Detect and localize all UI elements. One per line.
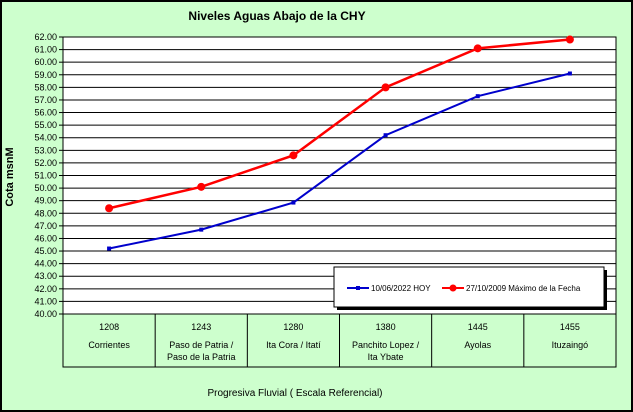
y-tick-label: 57.00: [34, 95, 57, 105]
y-tick-label: 55.00: [34, 120, 57, 130]
x-tick-code: 1208: [99, 322, 119, 332]
legend-shadow-bottom: [337, 307, 607, 310]
y-tick-label: 43.00: [34, 271, 57, 281]
data-series: [105, 35, 574, 251]
data-point: [107, 246, 112, 251]
y-tick-label: 40.00: [34, 309, 57, 319]
data-point: [105, 204, 114, 213]
x-tick-name: Ituzaingó: [552, 340, 589, 350]
y-tick-label: 52.00: [34, 158, 57, 168]
legend-marker: [449, 284, 457, 292]
y-tick-label: 42.00: [34, 284, 57, 294]
data-point: [197, 182, 206, 191]
x-tick-name: Ayolas: [464, 340, 491, 350]
x-axis-categories: 1208 Corrientes 1243 Paso de Patria / Paso d…: [88, 314, 588, 367]
x-tick-name: Panchito Lopez /: [352, 340, 420, 350]
y-tick-label: 49.00: [34, 196, 57, 206]
data-point: [289, 151, 298, 160]
data-point: [381, 83, 390, 92]
x-tick-name: Corrientes: [88, 340, 130, 350]
x-tick-code: 1280: [283, 322, 303, 332]
y-tick-label: 53.00: [34, 145, 57, 155]
legend: 10/06/2022 HOY 27/10/2009 Máximo de la Fe…: [333, 266, 607, 310]
y-tick-label: 50.00: [34, 183, 57, 193]
data-point: [473, 44, 482, 53]
y-tick-label: 59.00: [34, 70, 57, 80]
x-tick-code: 1445: [468, 322, 488, 332]
y-tick-label: 61.00: [34, 45, 57, 55]
gridlines: [63, 49, 616, 302]
legend-marker: [356, 286, 360, 290]
x-tick-name: Paso de la Patria: [167, 352, 236, 362]
y-tick-label: 58.00: [34, 82, 57, 92]
data-point: [565, 35, 574, 44]
series-line: [108, 38, 571, 210]
y-tick-label: 54.00: [34, 133, 57, 143]
data-point: [383, 133, 388, 138]
y-axis-ticks: 40.00 41.00 42.00 43.00 44.00 45.00 46.00 47.00…: [34, 32, 63, 319]
data-point: [199, 227, 204, 232]
x-tick-name: Ita Ybate: [368, 352, 404, 362]
x-tick-name: Paso de Patria /: [169, 340, 234, 350]
y-axis-label: Cota msnM: [4, 147, 16, 206]
series-line: [108, 72, 571, 250]
x-tick-code: 1380: [376, 322, 396, 332]
legend-label: 27/10/2009 Máximo de la Fecha: [466, 284, 581, 293]
legend-shadow: [604, 270, 607, 310]
y-tick-label: 48.00: [34, 208, 57, 218]
x-tick-code: 1243: [191, 322, 211, 332]
x-tick-code: 1455: [560, 322, 580, 332]
y-tick-label: 51.00: [34, 171, 57, 181]
y-tick-label: 60.00: [34, 57, 57, 67]
y-tick-label: 41.00: [34, 296, 57, 306]
y-tick-label: 44.00: [34, 259, 57, 269]
x-axis-label: Progresiva Fluvial ( Escala Referencial): [207, 388, 382, 399]
y-tick-label: 46.00: [34, 233, 57, 243]
data-point: [291, 200, 296, 205]
chart-title: Niveles Aguas Abajo de la CHY: [188, 9, 365, 23]
y-tick-label: 45.00: [34, 246, 57, 256]
legend-box: [333, 266, 605, 308]
y-tick-label: 56.00: [34, 108, 57, 118]
y-tick-label: 47.00: [34, 221, 57, 231]
legend-label: 10/06/2022 HOY: [371, 284, 431, 293]
data-point: [475, 94, 480, 99]
data-point: [567, 71, 572, 76]
x-tick-name: Ita Cora / Itatí: [266, 340, 321, 350]
y-tick-label: 62.00: [34, 32, 57, 42]
